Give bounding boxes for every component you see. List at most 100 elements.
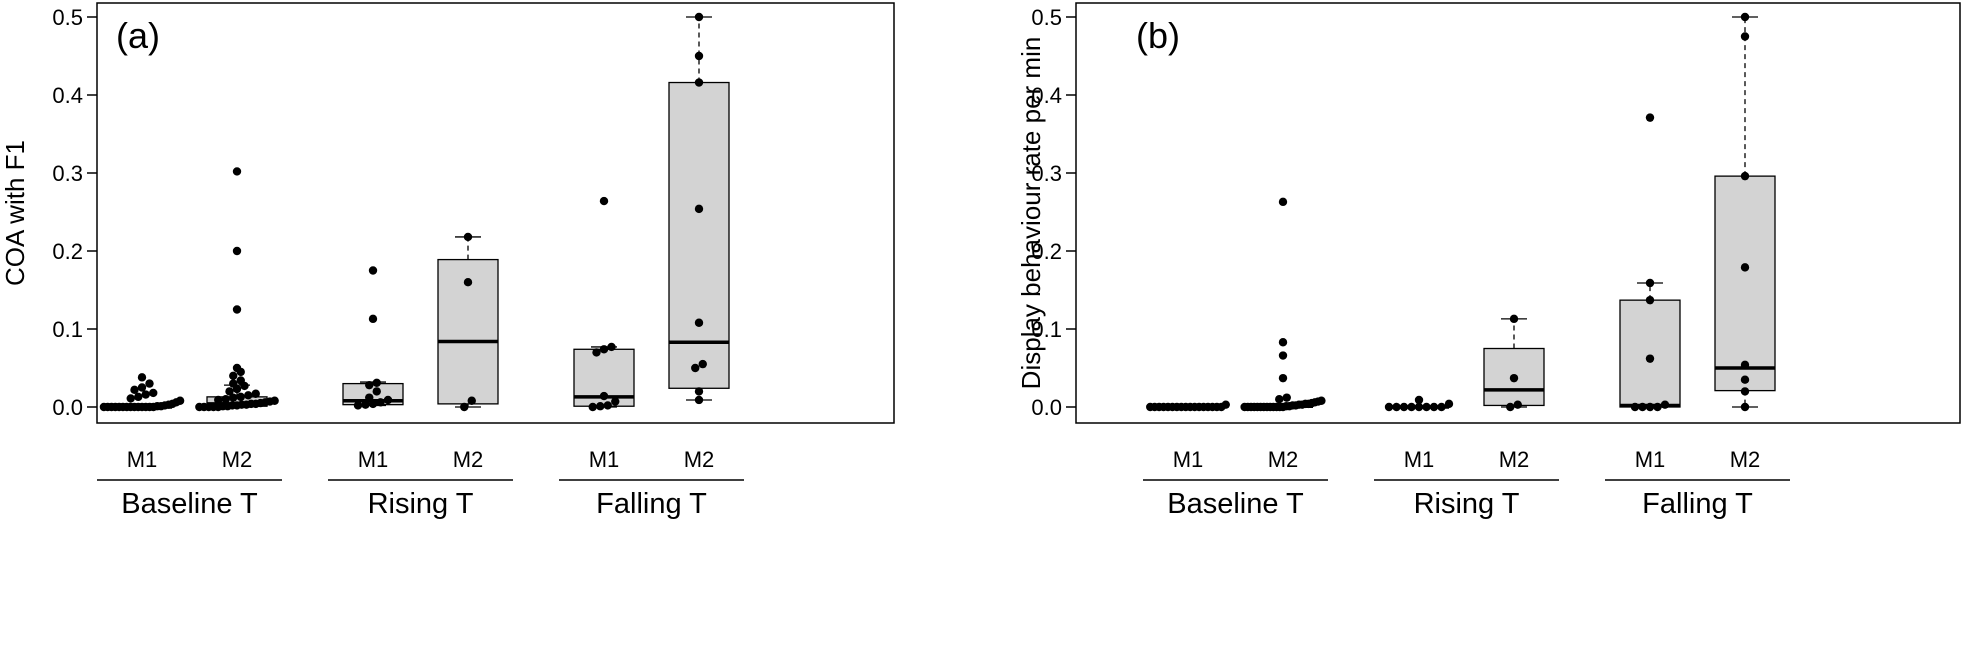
data-point	[1645, 113, 1655, 122]
boxplot-falling-t-m2	[1714, 12, 1776, 412]
boxplot-rising-t-m1	[342, 266, 404, 410]
data-point	[372, 387, 381, 396]
data-point	[1645, 354, 1655, 363]
data-point	[694, 318, 704, 327]
panel-b: 0.0 0.1 0.2 0.3 0.4 0.5 Display behaviour rat…	[1016, 2, 1961, 520]
data-point	[229, 371, 238, 380]
boxplot-baseline-t-m1	[1146, 400, 1230, 412]
data-point	[1282, 393, 1291, 402]
data-point	[1740, 375, 1750, 384]
data-point	[126, 394, 135, 403]
data-point	[232, 305, 242, 314]
data-point	[372, 378, 381, 388]
data-point	[463, 278, 473, 287]
data-point	[694, 387, 704, 396]
data-point	[1509, 373, 1519, 383]
data-point	[1740, 263, 1750, 272]
data-point	[251, 389, 260, 398]
data-point	[1392, 402, 1401, 412]
data-point	[1422, 402, 1431, 412]
group-label: Rising T	[1414, 488, 1520, 520]
box	[1619, 299, 1681, 408]
data-point	[694, 395, 704, 405]
boxplot-baseline-t-m2	[1240, 197, 1326, 412]
data-point	[1740, 171, 1750, 181]
data-point	[1740, 12, 1750, 22]
data-point	[1429, 402, 1439, 412]
y-axis-a: 0.0 0.1 0.2 0.3 0.4 0.5	[52, 5, 97, 420]
y-tick-label: 0.3	[1031, 161, 1062, 186]
data-point	[592, 348, 601, 357]
data-point	[460, 402, 469, 412]
data-point	[694, 51, 704, 61]
data-point	[236, 392, 245, 402]
data-point	[694, 78, 704, 87]
boxplot-rising-t-m2	[437, 232, 499, 412]
x-category-label: M1	[127, 447, 158, 472]
data-point	[214, 395, 223, 405]
panel-a: 0.0 0.1 0.2 0.3 0.4 0.5 COA with F1 (a) M1 M2 B…	[0, 2, 895, 520]
y-tick-label: 0.0	[1031, 395, 1062, 420]
data-point	[1437, 402, 1446, 412]
x-category-label: M1	[1635, 447, 1666, 472]
data-point	[225, 387, 234, 396]
group-label: Falling T	[596, 488, 707, 520]
data-point	[1513, 400, 1522, 409]
boxplot-falling-t-m1	[1619, 113, 1681, 412]
data-point	[1740, 32, 1750, 41]
data-point	[1653, 402, 1662, 412]
box	[668, 81, 730, 389]
data-point	[130, 385, 139, 395]
data-point	[694, 12, 704, 22]
plot-frame-a	[96, 2, 895, 424]
box	[1714, 175, 1776, 392]
x-category-label: M2	[1268, 447, 1299, 472]
x-category-label: M2	[684, 447, 715, 472]
group-label: Falling T	[1642, 488, 1753, 520]
data-point	[232, 246, 242, 256]
data-point	[1317, 396, 1326, 405]
data-point	[1278, 373, 1288, 383]
y-tick-label: 0.1	[1031, 317, 1062, 342]
group-label: Baseline T	[1167, 488, 1304, 520]
data-point	[368, 314, 378, 324]
y-tick-label: 0.4	[1031, 83, 1062, 108]
data-point	[383, 395, 393, 405]
y-tick-label: 0.2	[52, 239, 83, 264]
data-point	[1630, 402, 1640, 412]
x-category-label: M1	[1173, 447, 1204, 472]
group-label: Rising T	[368, 488, 474, 520]
y-axis-title-b: Display behaviour rate per min	[1016, 37, 1046, 390]
data-point	[1414, 395, 1424, 405]
boxplots-a	[99, 12, 730, 412]
data-point	[1645, 295, 1655, 305]
data-point	[1638, 402, 1647, 412]
data-point	[599, 345, 609, 354]
x-category-label: M1	[1404, 447, 1435, 472]
data-point	[1506, 402, 1515, 412]
group-label: Baseline T	[121, 488, 258, 520]
data-point	[1399, 402, 1409, 412]
data-point	[134, 392, 143, 402]
data-point	[596, 402, 605, 411]
data-point	[1740, 360, 1750, 370]
y-tick-label: 0.2	[1031, 239, 1062, 264]
data-point	[691, 363, 700, 373]
panel-label-b: (b)	[1136, 15, 1180, 56]
y-tick-label: 0.5	[52, 5, 83, 30]
data-point	[1407, 402, 1416, 412]
data-point	[361, 400, 370, 409]
data-point	[368, 399, 378, 409]
x-axis-labels-b: M1 M2 Baseline T M1 M2 Rising T M1 M2 Falling T	[1143, 447, 1790, 520]
data-point	[1509, 314, 1519, 324]
x-category-label: M1	[589, 447, 620, 472]
boxplots-b	[1146, 12, 1776, 412]
data-point	[229, 379, 238, 388]
data-point	[698, 359, 707, 369]
data-point	[270, 396, 279, 405]
data-point	[1384, 402, 1394, 412]
panel-label-a: (a)	[116, 15, 160, 56]
data-point	[149, 388, 158, 398]
x-category-label: M1	[358, 447, 389, 472]
